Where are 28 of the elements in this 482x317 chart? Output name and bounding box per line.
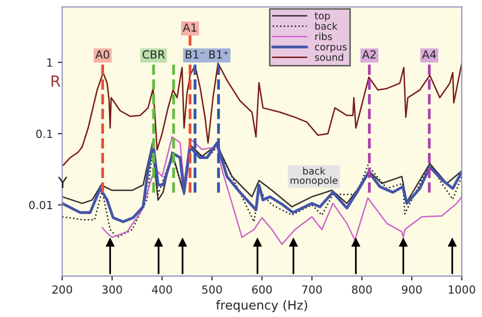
legend-label: back [315,22,338,30]
legend-label: ribs [315,32,332,40]
y-tick-label: 1 [47,58,52,67]
legend-label: corpus [315,44,347,52]
ref-line-label: A4 [422,50,436,58]
x-tick-label: 800 [352,285,372,294]
x-tick-label: 900 [402,285,422,294]
x-tick-label: 700 [302,285,322,294]
text: R [52,75,60,87]
annotation: back monopole [290,167,338,186]
x-tick-label: 200 [52,285,72,294]
legend-label: sound [315,53,344,61]
x-axis-title: frequency (Hz) [216,300,308,312]
ref-line-label: A1 [182,23,196,32]
x-tick-label: 400 [152,285,172,294]
ref-line-label: B1⁻ [186,50,205,58]
y-tick-label: 0.1 [36,130,52,138]
ref-line-label: A2 [362,50,376,58]
ref-line-label: CBR [142,50,165,59]
ref-line-label: B1⁺ [209,50,228,58]
x-tick-label: 600 [252,285,272,294]
x-tick-label: 300 [102,285,122,294]
legend-label: top [314,12,330,22]
x-tick-label: 500 [202,285,222,294]
y-tick-label: 0.01 [29,200,52,210]
annotation: Y [58,176,68,188]
ref-line-label: A0 [95,50,110,59]
x-tick-label: 1000 [448,285,476,294]
